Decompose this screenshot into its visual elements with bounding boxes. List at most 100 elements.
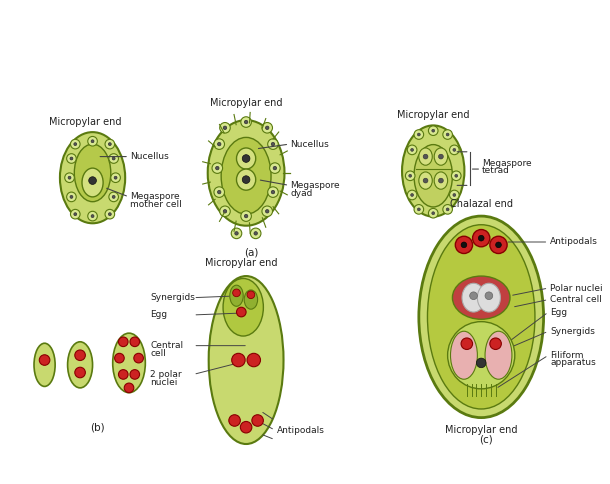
Ellipse shape [448, 322, 515, 389]
Circle shape [417, 208, 420, 211]
Circle shape [271, 142, 274, 146]
Circle shape [247, 353, 260, 367]
Text: Megaspore: Megaspore [130, 193, 179, 201]
Circle shape [461, 338, 473, 349]
Text: Chalazal end: Chalazal end [450, 198, 513, 209]
Ellipse shape [451, 331, 478, 379]
Text: Megaspore: Megaspore [290, 181, 340, 190]
Ellipse shape [450, 190, 459, 200]
Ellipse shape [419, 216, 544, 418]
Ellipse shape [428, 126, 438, 136]
Ellipse shape [105, 210, 115, 219]
Circle shape [495, 242, 501, 248]
Text: cell: cell [150, 349, 166, 358]
Ellipse shape [244, 290, 257, 309]
Circle shape [223, 126, 227, 130]
Text: Micropylar end: Micropylar end [210, 98, 282, 108]
Ellipse shape [406, 171, 415, 181]
Ellipse shape [241, 211, 251, 221]
Circle shape [215, 166, 219, 170]
Text: Filiform: Filiform [550, 351, 584, 360]
Circle shape [478, 235, 484, 241]
Circle shape [232, 289, 240, 297]
Circle shape [91, 140, 94, 143]
Text: (a): (a) [244, 247, 258, 257]
Ellipse shape [66, 192, 76, 202]
Circle shape [439, 154, 443, 159]
Ellipse shape [237, 148, 256, 169]
Ellipse shape [414, 205, 423, 214]
Circle shape [118, 370, 128, 379]
Text: nuclei: nuclei [150, 378, 178, 387]
Circle shape [446, 208, 449, 211]
Text: tetrad: tetrad [482, 166, 510, 176]
Text: Micropylar end: Micropylar end [49, 117, 121, 127]
Circle shape [423, 178, 428, 183]
Circle shape [218, 190, 221, 194]
Circle shape [453, 194, 456, 197]
Ellipse shape [419, 148, 432, 165]
Ellipse shape [230, 285, 243, 306]
Ellipse shape [223, 278, 264, 336]
Ellipse shape [71, 210, 80, 219]
Circle shape [461, 242, 467, 248]
Circle shape [232, 353, 245, 367]
Ellipse shape [428, 209, 438, 218]
Text: Synergids: Synergids [150, 293, 195, 302]
Text: (c): (c) [479, 435, 493, 445]
Ellipse shape [237, 169, 256, 190]
Circle shape [109, 213, 111, 215]
Circle shape [39, 355, 50, 365]
Ellipse shape [262, 206, 273, 216]
Ellipse shape [231, 228, 242, 239]
Circle shape [476, 358, 486, 368]
Ellipse shape [462, 283, 485, 312]
Ellipse shape [34, 343, 55, 386]
Circle shape [242, 155, 250, 162]
Circle shape [470, 292, 478, 300]
Ellipse shape [450, 145, 459, 155]
Circle shape [411, 194, 414, 197]
Circle shape [68, 176, 71, 179]
Ellipse shape [428, 225, 535, 409]
Circle shape [273, 166, 276, 170]
Circle shape [74, 213, 77, 215]
Ellipse shape [478, 283, 500, 312]
Circle shape [439, 178, 443, 183]
Ellipse shape [68, 342, 93, 388]
Ellipse shape [221, 137, 271, 214]
Ellipse shape [268, 139, 278, 150]
Text: Central cell: Central cell [550, 295, 602, 304]
Ellipse shape [268, 187, 278, 197]
Ellipse shape [251, 228, 261, 239]
Text: Antipodals: Antipodals [550, 238, 598, 246]
Ellipse shape [212, 163, 223, 173]
Ellipse shape [407, 190, 417, 200]
Circle shape [252, 415, 264, 426]
Ellipse shape [88, 212, 98, 221]
Ellipse shape [402, 125, 464, 216]
Circle shape [245, 121, 248, 124]
Ellipse shape [214, 139, 224, 150]
Circle shape [247, 291, 255, 299]
Circle shape [423, 154, 428, 159]
Ellipse shape [434, 148, 448, 165]
Circle shape [223, 210, 227, 213]
Circle shape [70, 157, 73, 160]
Circle shape [130, 370, 140, 379]
Circle shape [237, 307, 246, 317]
Text: Central: Central [150, 341, 183, 350]
Circle shape [490, 236, 507, 254]
Circle shape [453, 149, 456, 151]
Text: Micropylar end: Micropylar end [445, 425, 517, 435]
Circle shape [242, 176, 250, 183]
Circle shape [432, 129, 435, 132]
Circle shape [455, 236, 473, 254]
Ellipse shape [262, 122, 273, 133]
Circle shape [91, 214, 94, 217]
Ellipse shape [109, 154, 118, 163]
Text: mother cell: mother cell [130, 200, 182, 209]
Ellipse shape [414, 145, 453, 207]
Ellipse shape [214, 187, 224, 197]
Ellipse shape [220, 122, 230, 133]
